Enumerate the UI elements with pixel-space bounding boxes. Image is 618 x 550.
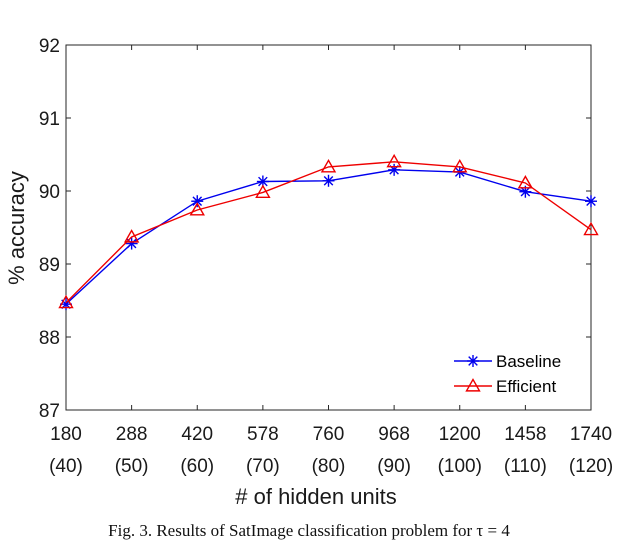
data-point-baseline bbox=[125, 237, 138, 250]
x-tick-sublabel: (40) bbox=[49, 456, 83, 477]
x-tick-label: 968 bbox=[378, 424, 410, 445]
figure-caption: Fig. 3. Results of SatImage classificati… bbox=[108, 521, 510, 540]
x-tick-sublabel: (60) bbox=[180, 456, 214, 477]
legend-label: Baseline bbox=[496, 352, 561, 371]
legend-label: Efficient bbox=[496, 377, 556, 396]
x-tick-label: 1458 bbox=[504, 424, 546, 445]
x-tick-sublabel: (110) bbox=[504, 456, 547, 477]
series-group bbox=[58, 153, 599, 311]
data-point-baseline bbox=[322, 174, 335, 187]
x-tick-label: 1740 bbox=[570, 424, 612, 445]
x-tick-sublabel: (90) bbox=[377, 456, 411, 477]
data-point-efficient bbox=[58, 294, 74, 309]
legend-marker bbox=[467, 355, 479, 367]
data-point-efficient bbox=[320, 158, 337, 173]
x-axis-label: # of hidden units bbox=[235, 484, 396, 509]
data-point-baseline bbox=[585, 195, 597, 208]
data-point-efficient bbox=[255, 184, 271, 199]
legend-marker bbox=[465, 378, 481, 392]
y-axis-label: % accuracy bbox=[4, 171, 29, 285]
legend-box bbox=[447, 344, 587, 404]
x-tick-label: 420 bbox=[181, 424, 213, 445]
x-tick-label: 180 bbox=[50, 424, 82, 445]
y-tick-label: 91 bbox=[39, 109, 60, 130]
x-tick-label: 1200 bbox=[439, 424, 481, 445]
x-tick-sublabel: (70) bbox=[246, 456, 280, 477]
y-tick-label: 88 bbox=[39, 328, 60, 349]
x-tick-sublabel: (50) bbox=[115, 456, 149, 477]
chart: 87 88 89 90 91 92 180 (40) 288 (50) 420 (60) 578 (70… bbox=[4, 36, 613, 509]
data-point-efficient bbox=[123, 229, 140, 243]
data-point-baseline bbox=[191, 195, 204, 208]
x-tick-sublabel: (120) bbox=[569, 456, 613, 477]
x-tick-sublabel: (100) bbox=[438, 456, 482, 477]
y-tick-label: 89 bbox=[39, 255, 60, 276]
data-point-baseline bbox=[519, 185, 532, 198]
data-point-baseline bbox=[388, 163, 401, 176]
y-axis-ticks: 87 88 89 90 91 92 bbox=[39, 36, 591, 422]
x-tick-label: 288 bbox=[116, 424, 148, 445]
x-tick-label: 578 bbox=[247, 424, 279, 445]
y-tick-label: 87 bbox=[39, 401, 60, 422]
series-line-baseline bbox=[65, 169, 592, 305]
data-point-baseline bbox=[256, 175, 269, 188]
data-point-efficient bbox=[386, 153, 402, 168]
y-tick-label: 92 bbox=[39, 36, 60, 57]
series-line-efficient bbox=[65, 161, 592, 304]
y-tick-label: 90 bbox=[39, 182, 60, 203]
data-point-efficient bbox=[517, 175, 534, 189]
data-point-efficient bbox=[189, 202, 205, 216]
x-tick-sublabel: (80) bbox=[312, 456, 346, 477]
data-point-efficient bbox=[452, 158, 468, 173]
x-axis-ticks: 180 (40) 288 (50) 420 (60) 578 (70) 760 (80) 968 (9… bbox=[49, 45, 613, 477]
x-tick-label: 760 bbox=[313, 424, 345, 445]
data-point-efficient bbox=[583, 221, 599, 236]
legend: Baseline Efficient bbox=[447, 344, 587, 404]
